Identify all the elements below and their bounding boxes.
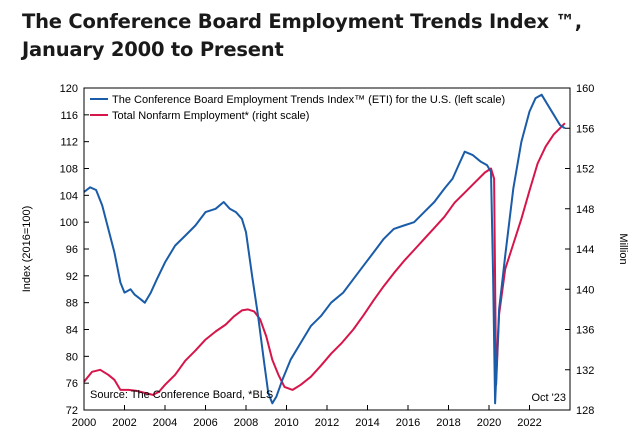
x-tick-label: 2020 [477, 417, 501, 429]
x-tick-label: 2004 [153, 417, 177, 429]
x-tick-label: 2016 [396, 417, 420, 429]
y2-tick-label: 144 [576, 244, 594, 256]
y-tick-label: 80 [66, 351, 78, 363]
x-tick-label: 2018 [436, 417, 460, 429]
y-tick-label: 104 [60, 190, 78, 202]
x-tick-label: 2012 [315, 417, 339, 429]
y-tick-label: 96 [66, 244, 78, 256]
y-tick-label: 120 [60, 83, 78, 95]
y2-tick-label: 128 [576, 405, 594, 417]
chart-title: The Conference Board Employment Trends I… [22, 8, 632, 64]
y-tick-label: 112 [60, 137, 78, 149]
y-tick-label: 100 [60, 217, 78, 229]
x-tick-label: 2008 [234, 417, 258, 429]
date-note: Oct '23 [531, 392, 566, 404]
y2-axis-label: Million [617, 233, 629, 264]
x-tick-label: 2002 [112, 417, 136, 429]
x-tick-label: 2006 [193, 417, 217, 429]
y-tick-label: 84 [66, 325, 78, 337]
y2-tick-label: 132 [576, 365, 594, 377]
x-tick-label: 2010 [274, 417, 298, 429]
title-line-2: January 2000 to Present [22, 38, 284, 61]
y-tick-label: 88 [66, 298, 78, 310]
x-tick-label: 2014 [355, 417, 379, 429]
y2-tick-label: 156 [576, 123, 594, 135]
legend-label-eti: The Conference Board Employment Trends I… [112, 94, 505, 106]
x-tick-label: 2000 [72, 417, 96, 429]
y-tick-label: 72 [66, 405, 78, 417]
y-tick-label: 76 [66, 378, 78, 390]
y2-tick-label: 160 [576, 83, 594, 95]
y-tick-label: 116 [60, 110, 78, 122]
title-line-1: The Conference Board Employment Trends I… [22, 10, 582, 33]
legend: The Conference Board Employment Trends I… [90, 94, 505, 122]
legend-label-nfp: Total Nonfarm Employment* (right scale) [112, 110, 309, 122]
y2-tick-label: 152 [576, 164, 594, 176]
y2-tick-label: 140 [576, 284, 594, 296]
y-axis-label: Index (2016=100) [21, 206, 33, 293]
source-note: Source: The Conference Board, *BLS [90, 389, 273, 401]
y2-tick-label: 136 [576, 325, 594, 337]
x-tick-label: 2022 [517, 417, 541, 429]
eti-series-line [83, 93, 566, 405]
y-tick-label: 108 [60, 164, 78, 176]
y2-tick-label: 148 [576, 204, 594, 216]
y-tick-label: 92 [66, 271, 78, 283]
